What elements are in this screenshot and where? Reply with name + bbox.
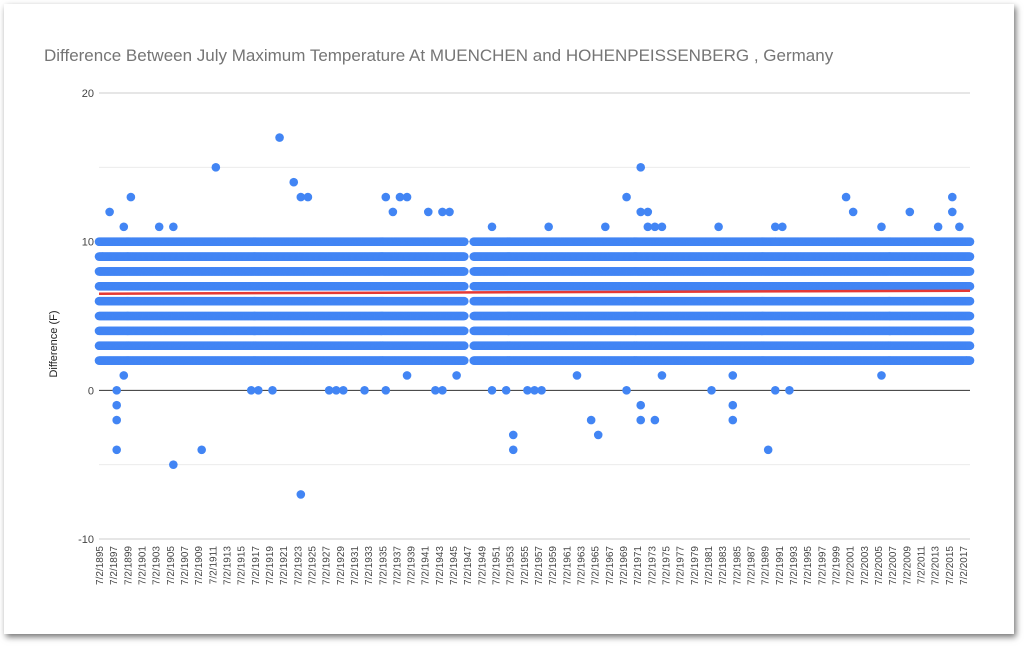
data-points bbox=[94, 133, 975, 499]
y-tick-label: -10 bbox=[78, 534, 94, 546]
scatter-chart: Difference Between July Maximum Temperat… bbox=[44, 46, 975, 585]
y-tick-label: 20 bbox=[82, 88, 94, 100]
y-tick-labels: -10 0 10 20 bbox=[78, 88, 94, 546]
y-tick-label: 10 bbox=[82, 237, 94, 249]
chart-card: Difference Between July Maximum Temperat… bbox=[4, 4, 1014, 634]
y-axis-label: Difference (F) bbox=[48, 310, 60, 377]
chart-title: Difference Between July Maximum Temperat… bbox=[44, 46, 834, 65]
y-tick-label: 0 bbox=[88, 385, 94, 397]
